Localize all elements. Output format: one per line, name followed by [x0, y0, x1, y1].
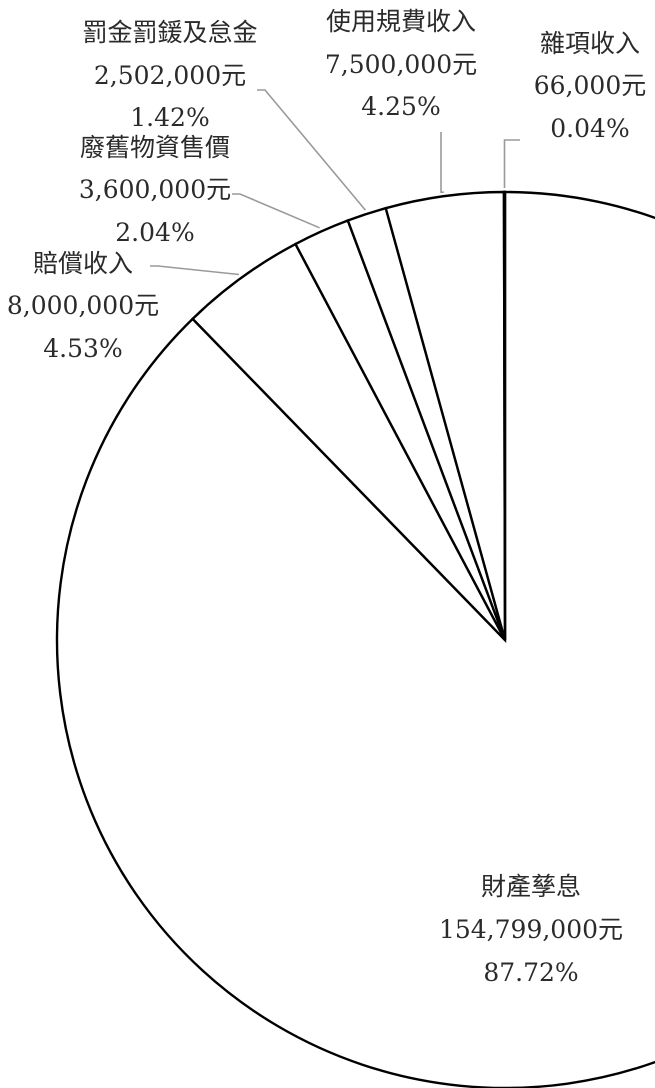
slice-name: 賠償收入 — [33, 249, 133, 278]
slice-percent: 1.42% — [130, 103, 209, 132]
pie-slice-misc-income — [502, 190, 507, 641]
pie-slices — [55, 190, 655, 1088]
slice-name: 雜項收入 — [540, 29, 640, 58]
slice-percent: 2.04% — [115, 218, 194, 247]
slice-name: 廢舊物資售價 — [80, 133, 230, 162]
slice-value: 3,600,000元 — [79, 175, 231, 204]
slice-label-user-fees: 使用規費收入 7,500,000元 4.25% — [325, 7, 477, 121]
leader-line-user-fees — [440, 132, 444, 193]
slice-percent: 4.25% — [361, 92, 440, 121]
slice-percent: 0.04% — [550, 114, 629, 143]
slice-label-property-income: 財產孳息 154,799,000元 87.72% — [439, 872, 623, 987]
slice-name: 使用規費收入 — [326, 7, 476, 36]
slice-value: 8,000,000元 — [7, 291, 159, 320]
slice-label-misc-income: 雜項收入 66,000元 0.04% — [534, 29, 646, 143]
slice-value: 7,500,000元 — [325, 50, 477, 79]
leader-line-fines-penalties — [257, 89, 367, 211]
slice-value: 2,502,000元 — [94, 61, 246, 90]
slice-label-compensation-income: 賠償收入 8,000,000元 4.53% — [7, 249, 159, 363]
leader-lines — [150, 89, 520, 276]
slice-name: 財產孳息 — [481, 872, 581, 901]
slice-value: 154,799,000元 — [439, 915, 623, 944]
slice-label-fines-penalties: 罰金罰鍰及怠金 2,502,000元 1.42% — [82, 18, 257, 132]
leader-line-compensation-income — [150, 265, 240, 276]
leader-line-scrap-sales — [232, 193, 320, 229]
slice-value: 66,000元 — [534, 71, 646, 100]
slice-percent: 4.53% — [43, 334, 122, 363]
slice-label-scrap-sales: 廢舊物資售價 3,600,000元 2.04% — [79, 133, 231, 247]
leader-line-misc-income — [503, 139, 520, 188]
slice-name: 罰金罰鍰及怠金 — [82, 18, 257, 47]
slice-percent: 87.72% — [483, 958, 578, 987]
